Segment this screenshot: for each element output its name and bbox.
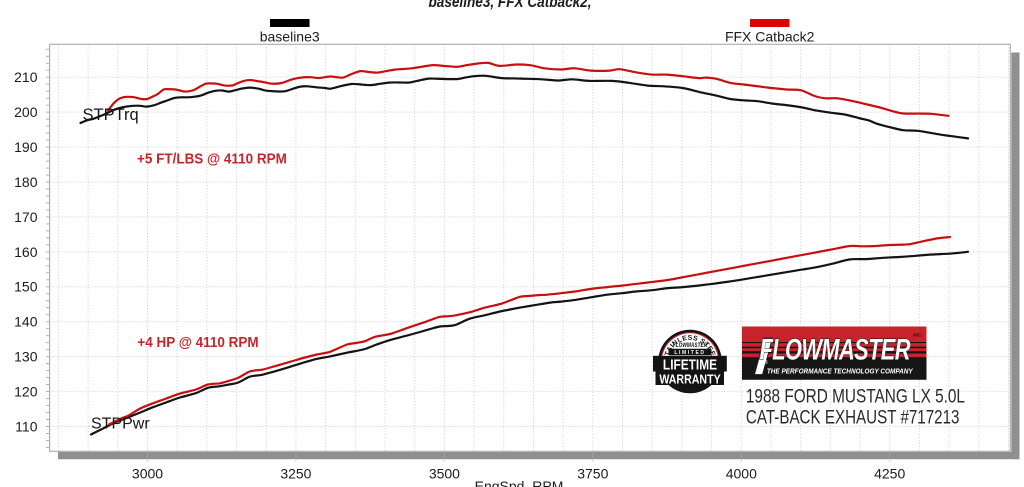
svg-text:CAT-BACK EXHAUST #717213: CAT-BACK EXHAUST #717213	[746, 406, 960, 428]
svg-text:4250: 4250	[874, 465, 905, 481]
svg-text:LIMITED: LIMITED	[674, 350, 705, 356]
svg-text:130: 130	[14, 349, 38, 365]
svg-text:STPPwr: STPPwr	[91, 416, 150, 433]
svg-text:140: 140	[14, 314, 38, 330]
svg-text:FFX Catback2: FFX Catback2	[725, 29, 815, 45]
svg-text:120: 120	[14, 384, 38, 400]
svg-text:®: ®	[764, 359, 768, 366]
svg-text:180: 180	[14, 174, 38, 190]
svg-text:EngSpd RPM: EngSpd RPM	[475, 478, 564, 487]
svg-text:3000: 3000	[132, 465, 163, 481]
svg-text:200: 200	[14, 104, 38, 120]
svg-text:110: 110	[15, 418, 38, 434]
svg-text:160: 160	[14, 244, 38, 260]
svg-text:190: 190	[14, 139, 38, 155]
svg-text:1988 FORD MUSTANG LX 5.0L: 1988 FORD MUSTANG LX 5.0L	[746, 385, 965, 407]
svg-text:baseline3: baseline3	[260, 29, 320, 45]
svg-text:LIFETIME: LIFETIME	[663, 356, 717, 372]
svg-text:3250: 3250	[280, 465, 311, 481]
svg-text:INC.: INC.	[913, 333, 922, 338]
svg-text:210: 210	[14, 69, 38, 85]
svg-text:+5 FT/LBS @ 4110 RPM: +5 FT/LBS @ 4110 RPM	[137, 150, 287, 167]
svg-text:+4 HP @ 4110 RPM: +4 HP @ 4110 RPM	[137, 334, 258, 351]
svg-text:150: 150	[14, 279, 38, 295]
svg-text:baseline3, FFX Catback2,: baseline3, FFX Catback2,	[428, 0, 591, 11]
svg-text:3750: 3750	[577, 465, 608, 481]
svg-text:170: 170	[14, 209, 38, 225]
svg-text:STPTrq: STPTrq	[83, 106, 139, 124]
svg-text:FLOWMASTER: FLOWMASTER	[760, 334, 911, 366]
svg-text:THE PERFORMANCE TECHNOLOGY COM: THE PERFORMANCE TECHNOLOGY COMPANY	[767, 368, 913, 375]
svg-text:3500: 3500	[429, 465, 460, 481]
svg-text:FLOWMASTER: FLOWMASTER	[673, 343, 707, 350]
svg-text:WARRANTY: WARRANTY	[659, 373, 721, 387]
svg-text:4000: 4000	[726, 465, 757, 481]
